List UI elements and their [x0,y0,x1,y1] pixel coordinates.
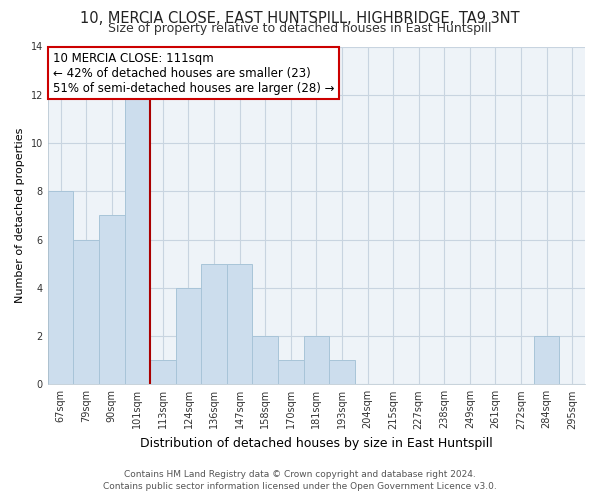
Bar [99,216,125,384]
Y-axis label: Number of detached properties: Number of detached properties [15,128,25,303]
Bar [73,240,99,384]
Bar [329,360,355,384]
Text: Contains HM Land Registry data © Crown copyright and database right 2024.
Contai: Contains HM Land Registry data © Crown c… [103,470,497,491]
Text: 10, MERCIA CLOSE, EAST HUNTSPILL, HIGHBRIDGE, TA9 3NT: 10, MERCIA CLOSE, EAST HUNTSPILL, HIGHBR… [80,11,520,26]
Bar [150,360,176,384]
Text: 10 MERCIA CLOSE: 111sqm
← 42% of detached houses are smaller (23)
51% of semi-de: 10 MERCIA CLOSE: 111sqm ← 42% of detache… [53,52,335,94]
Bar [253,336,278,384]
Bar [304,336,329,384]
Bar [48,192,73,384]
Bar [125,95,150,384]
Bar [201,264,227,384]
X-axis label: Distribution of detached houses by size in East Huntspill: Distribution of detached houses by size … [140,437,493,450]
Bar [278,360,304,384]
Bar [534,336,559,384]
Bar [176,288,201,384]
Bar [227,264,253,384]
Text: Size of property relative to detached houses in East Huntspill: Size of property relative to detached ho… [108,22,492,35]
